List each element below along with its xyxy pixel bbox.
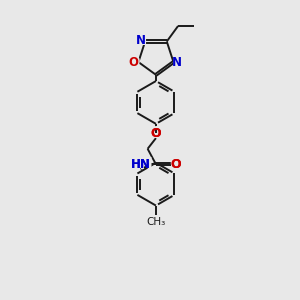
Text: O: O	[171, 158, 182, 171]
Text: O: O	[149, 126, 163, 141]
Text: N: N	[136, 34, 146, 47]
Text: HN: HN	[130, 158, 150, 171]
Text: N: N	[135, 33, 147, 48]
Text: O: O	[169, 157, 183, 172]
Text: O: O	[128, 55, 140, 70]
Text: CH₃: CH₃	[146, 217, 166, 227]
Text: O: O	[151, 127, 161, 140]
Text: HN: HN	[127, 157, 154, 172]
Text: N: N	[172, 56, 182, 69]
Text: O: O	[171, 158, 182, 171]
Text: O: O	[151, 127, 161, 140]
Text: N: N	[171, 55, 184, 70]
Text: HN: HN	[130, 158, 150, 171]
Text: O: O	[129, 56, 139, 69]
